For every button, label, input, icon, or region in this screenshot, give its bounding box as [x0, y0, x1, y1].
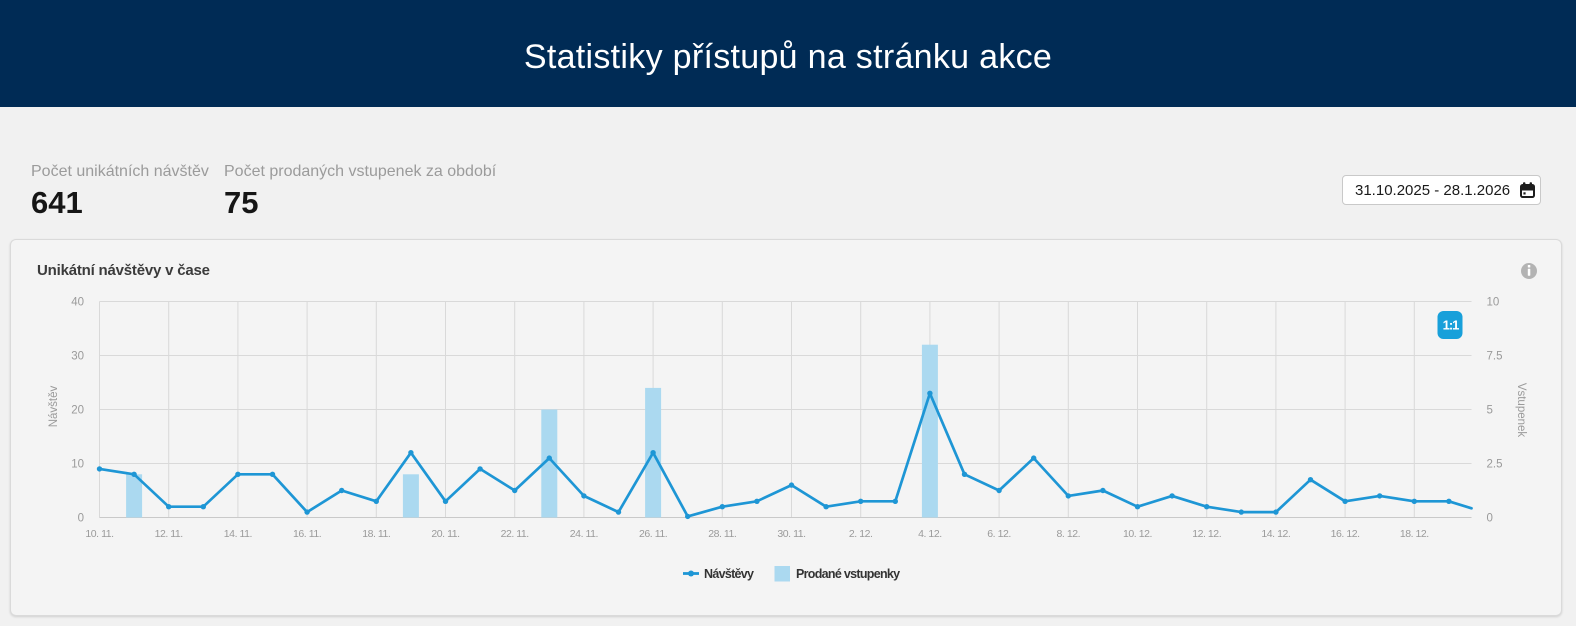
svg-text:10. 11.: 10. 11.: [85, 528, 113, 540]
svg-text:0: 0: [1487, 513, 1493, 525]
svg-text:Unikátní návštěvy v čase: Unikátní návštěvy v čase: [37, 262, 210, 279]
svg-text:18. 11.: 18. 11.: [362, 528, 390, 540]
svg-text:2. 12.: 2. 12.: [849, 528, 873, 540]
svg-text:4. 12.: 4. 12.: [918, 528, 942, 540]
svg-text:30. 11.: 30. 11.: [777, 528, 805, 540]
svg-text:12. 11.: 12. 11.: [155, 528, 183, 540]
svg-text:Návštěvy: Návštěvy: [704, 567, 754, 581]
svg-text:40: 40: [71, 297, 84, 309]
svg-text:10: 10: [71, 459, 84, 471]
svg-text:28. 11.: 28. 11.: [708, 528, 736, 540]
svg-text:5: 5: [1487, 405, 1493, 417]
svg-text:6. 12.: 6. 12.: [987, 528, 1011, 540]
svg-text:7.5: 7.5: [1487, 351, 1503, 363]
svg-text:16. 11.: 16. 11.: [293, 528, 321, 540]
svg-text:30: 30: [71, 351, 84, 363]
svg-text:26. 11.: 26. 11.: [639, 528, 667, 540]
svg-text:18. 12.: 18. 12.: [1400, 528, 1429, 540]
svg-text:10. 12.: 10. 12.: [1123, 528, 1152, 540]
svg-text:24. 11.: 24. 11.: [570, 528, 598, 540]
svg-text:16. 12.: 16. 12.: [1331, 528, 1360, 540]
svg-text:20: 20: [71, 405, 84, 417]
svg-text:14. 11.: 14. 11.: [224, 528, 252, 540]
svg-text:2.5: 2.5: [1487, 459, 1503, 471]
svg-text:14. 12.: 14. 12.: [1261, 528, 1290, 540]
svg-text:20. 11.: 20. 11.: [431, 528, 459, 540]
svg-text:Prodané vstupenky: Prodané vstupenky: [796, 567, 900, 581]
svg-text:12. 12.: 12. 12.: [1192, 528, 1221, 540]
svg-text:0: 0: [78, 513, 84, 525]
svg-text:10: 10: [1487, 297, 1500, 309]
svg-text:Vstupenek: Vstupenek: [1515, 383, 1527, 438]
svg-text:22. 11.: 22. 11.: [501, 528, 529, 540]
svg-text:8. 12.: 8. 12.: [1057, 528, 1081, 540]
svg-text:Návštěv: Návštěv: [48, 385, 60, 427]
svg-text:1:1: 1:1: [1443, 318, 1460, 333]
